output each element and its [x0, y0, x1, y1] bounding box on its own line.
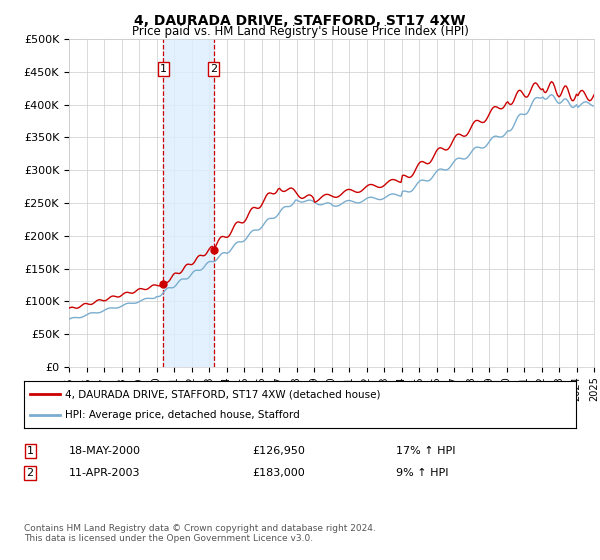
Text: Contains HM Land Registry data © Crown copyright and database right 2024.
This d: Contains HM Land Registry data © Crown c… — [24, 524, 376, 543]
Text: 4, DAURADA DRIVE, STAFFORD, ST17 4XW: 4, DAURADA DRIVE, STAFFORD, ST17 4XW — [134, 14, 466, 28]
Text: 1: 1 — [160, 64, 167, 74]
Text: 17% ↑ HPI: 17% ↑ HPI — [396, 446, 455, 456]
Text: 11-APR-2003: 11-APR-2003 — [69, 468, 140, 478]
Bar — [163, 39, 214, 367]
Text: Price paid vs. HM Land Registry's House Price Index (HPI): Price paid vs. HM Land Registry's House … — [131, 25, 469, 38]
Text: HPI: Average price, detached house, Stafford: HPI: Average price, detached house, Staf… — [65, 410, 300, 420]
Text: £126,950: £126,950 — [252, 446, 305, 456]
Text: 18-MAY-2000: 18-MAY-2000 — [69, 446, 141, 456]
Text: 4, DAURADA DRIVE, STAFFORD, ST17 4XW (detached house): 4, DAURADA DRIVE, STAFFORD, ST17 4XW (de… — [65, 389, 381, 399]
Text: 9% ↑ HPI: 9% ↑ HPI — [396, 468, 449, 478]
Text: £183,000: £183,000 — [252, 468, 305, 478]
Text: 1: 1 — [26, 446, 34, 456]
Text: 2: 2 — [26, 468, 34, 478]
Text: 2: 2 — [210, 64, 217, 74]
